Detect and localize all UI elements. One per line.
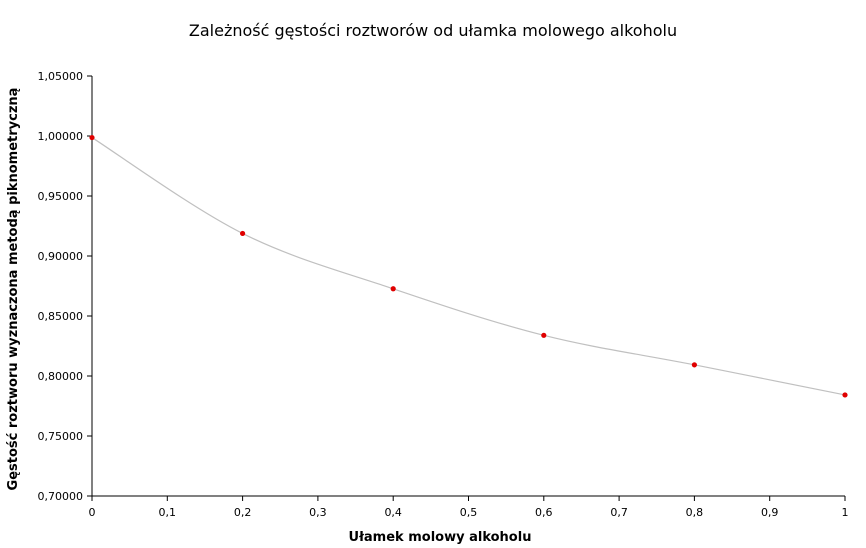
chart-title: Zależność gęstości roztworów od ułamka m… xyxy=(189,21,677,40)
y-tick-label: 0,70000 xyxy=(38,490,84,503)
x-tick-label: 0,7 xyxy=(610,506,628,519)
x-tick-label: 1 xyxy=(842,506,849,519)
x-tick-label: 0,2 xyxy=(234,506,252,519)
x-tick-label: 0,6 xyxy=(535,506,553,519)
y-tick-label: 1,05000 xyxy=(38,70,84,83)
trendline-layer xyxy=(91,137,846,396)
y-tick-label: 0,85000 xyxy=(38,310,84,323)
data-point xyxy=(89,134,95,141)
trendline xyxy=(91,137,846,396)
x-tick-label: 0 xyxy=(89,506,96,519)
data-points xyxy=(89,134,848,398)
data-point xyxy=(390,286,396,292)
x-axis-title: Ułamek molowy alkoholu xyxy=(349,530,532,545)
data-point xyxy=(541,332,547,338)
x-tick-label: 0,9 xyxy=(761,506,779,519)
x-tick-label: 0,4 xyxy=(384,506,402,519)
y-tick-label: 0,90000 xyxy=(38,250,84,263)
y-tick-label: 0,80000 xyxy=(38,370,84,383)
chart-axes: 0,70000 0,75000 0,80000 0,85000 0,90000 0,950… xyxy=(38,70,849,519)
data-point xyxy=(240,230,246,237)
y-tick-label: 1,00000 xyxy=(38,130,84,143)
data-point xyxy=(691,362,698,368)
x-tick-label: 0,5 xyxy=(460,506,478,519)
y-tick-label: 0,95000 xyxy=(38,190,84,203)
data-point xyxy=(842,392,848,398)
x-tick-label: 0,3 xyxy=(309,506,327,519)
x-tick-label: 0,1 xyxy=(159,506,177,519)
y-axis-title: Gęstość roztworu wyznaczona metodą pikno… xyxy=(6,88,21,491)
y-tick-label: 0,75000 xyxy=(38,430,84,443)
x-tick-label: 0,8 xyxy=(686,506,704,519)
